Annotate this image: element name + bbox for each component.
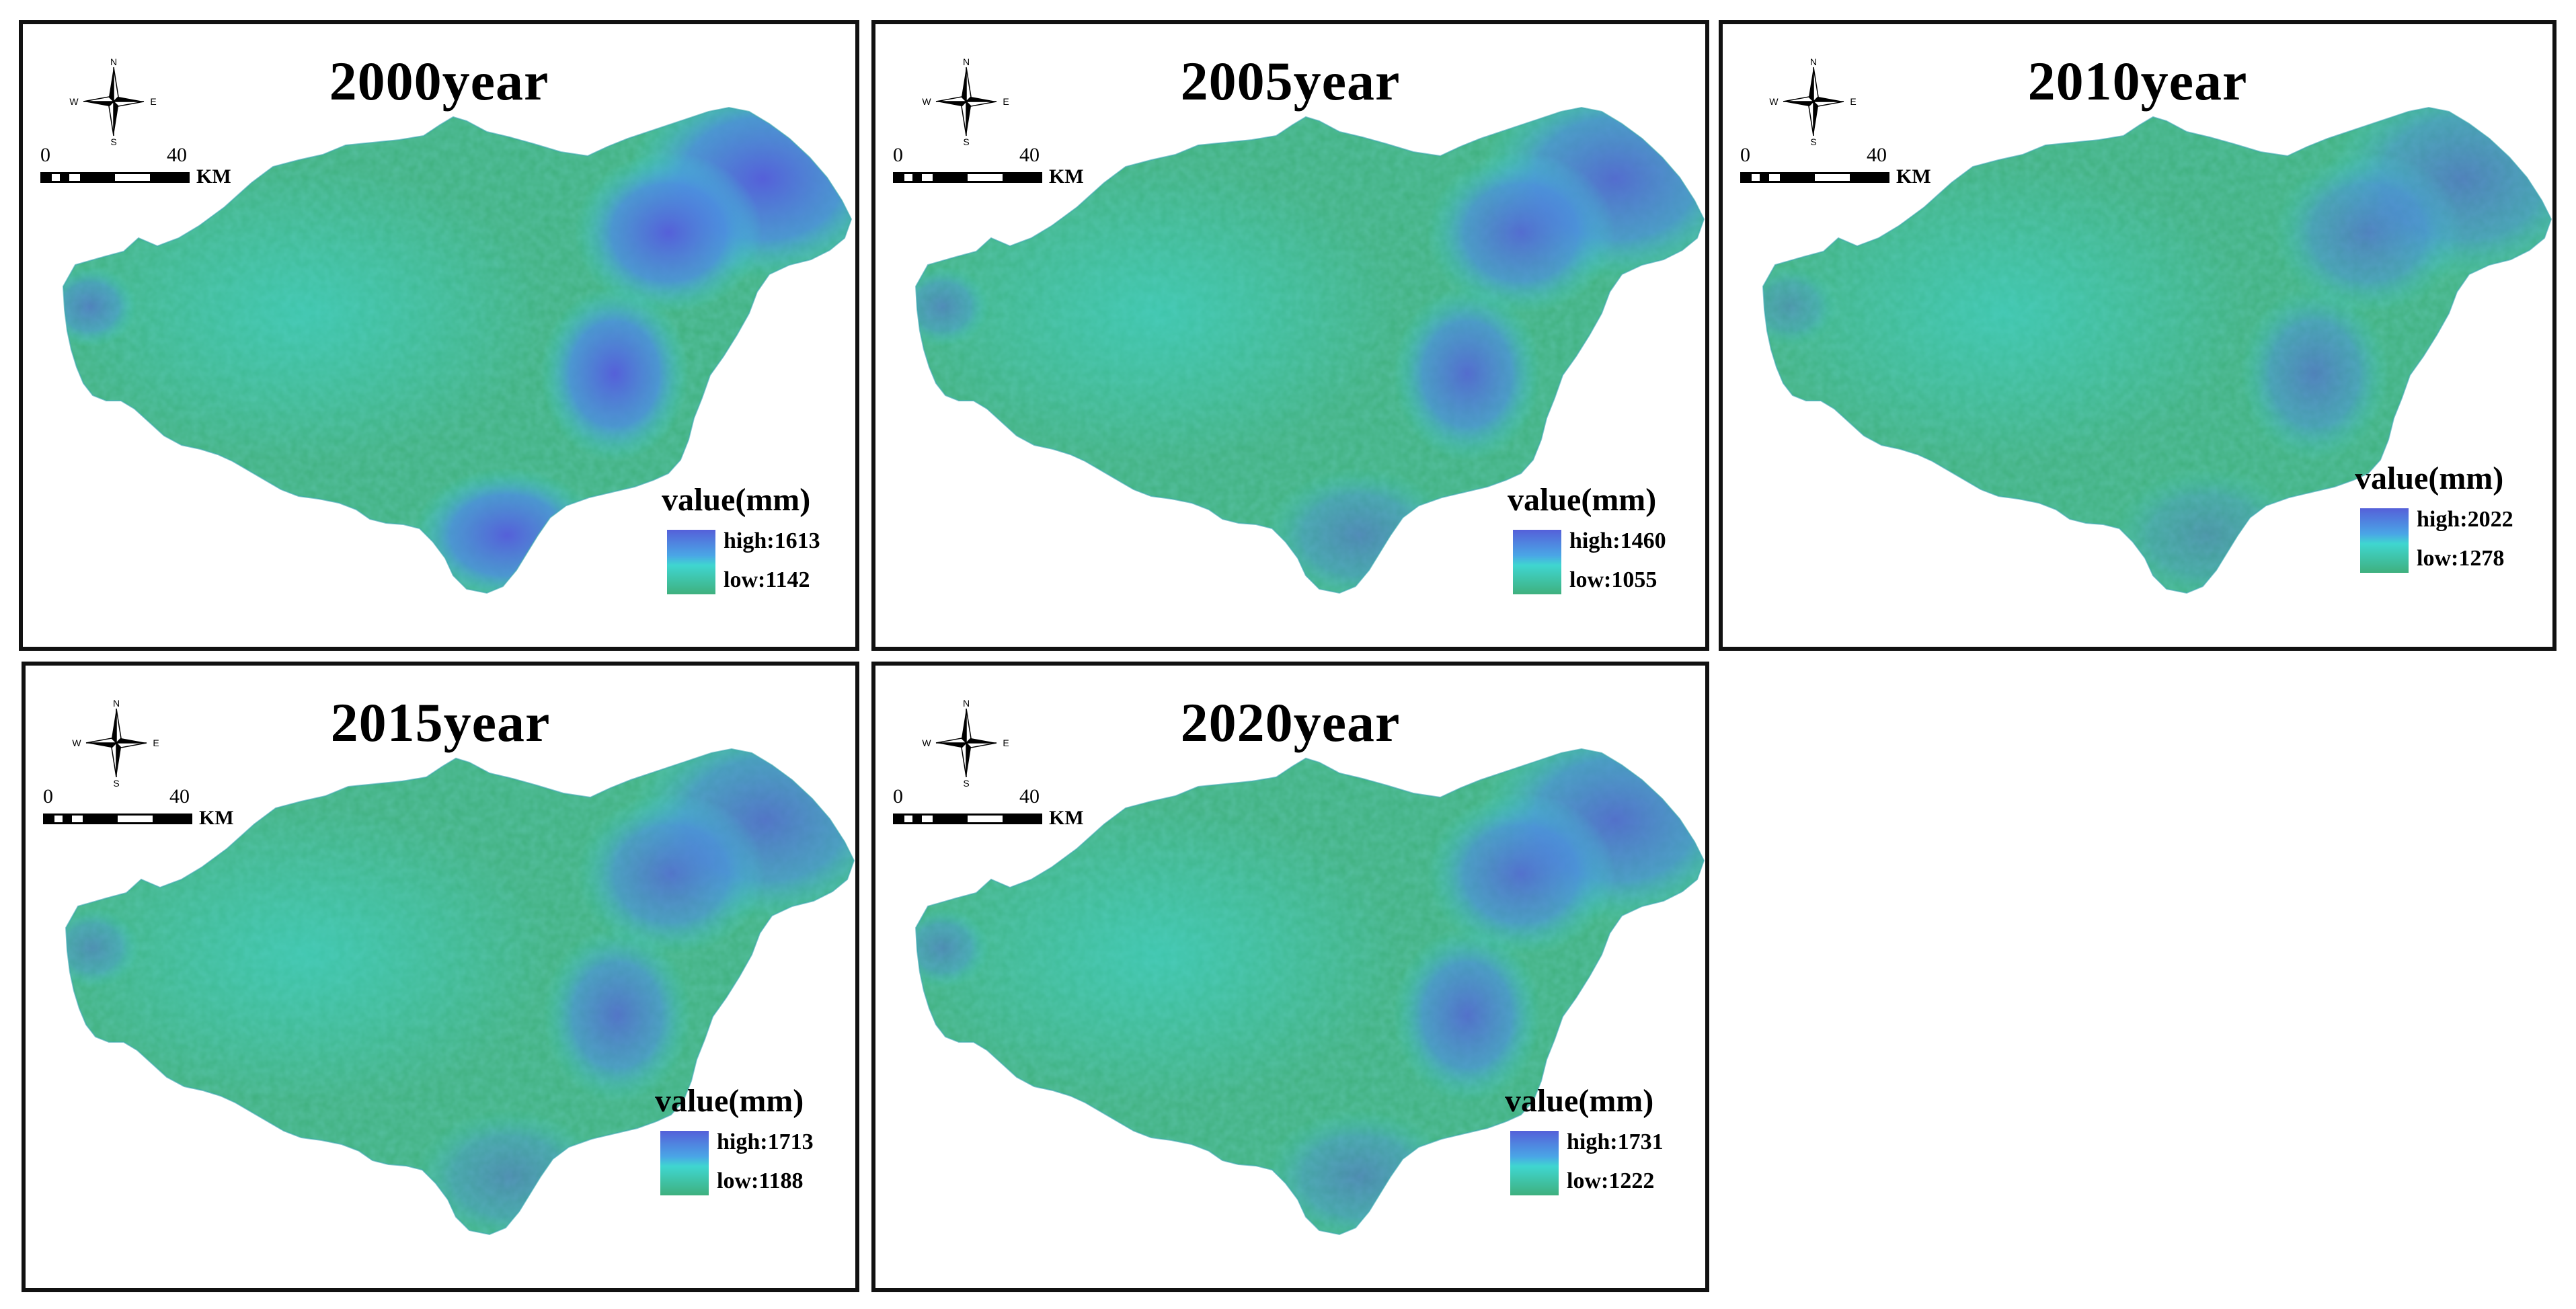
map-title: 2010year (2027, 50, 2248, 112)
legend-high-label: high:1731 (1567, 1129, 1664, 1154)
scale-bar: 0 40 KM (1738, 144, 1931, 191)
north-arrow-compass-icon: N S W E (69, 58, 156, 145)
scale-unit-label: KM (1049, 165, 1084, 188)
north-arrow-compass-icon: N S W E (1769, 58, 1856, 145)
map-panel-2020: 2020year N S W E 0 40 KM value(mm) high:… (871, 662, 1709, 1292)
scale-zero-label: 0 (43, 785, 53, 807)
legend-title: value(mm) (662, 482, 811, 518)
legend-color-ramp (660, 1131, 709, 1195)
compass-w-label: W (922, 738, 931, 748)
scale-forty-label: 40 (169, 785, 190, 807)
legend-low-label: low:1188 (717, 1168, 804, 1193)
compass-s-label: S (963, 778, 969, 787)
legend-title: value(mm) (2355, 461, 2504, 496)
precipitation-raster-map (1762, 106, 2552, 594)
scale-bar-track (43, 814, 192, 824)
compass-s-label: S (1810, 136, 1816, 145)
legend-low-label: low:1142 (724, 567, 810, 592)
scale-zero-label: 0 (1740, 144, 1750, 166)
compass-n-label: N (963, 699, 970, 709)
value-legend: value(mm) high:1731 low:1222 (1505, 1082, 1705, 1203)
map-panel-2005: 2005year N S W E 0 40 KM value(mm) high:… (871, 20, 1709, 651)
value-legend: value(mm) high:1713 low:1188 (655, 1082, 855, 1203)
map-panel-2010: 2010year N S W E 0 40 KM value(mm) high:… (1719, 20, 2557, 651)
legend-high-label: high:1713 (717, 1129, 814, 1154)
legend-low-label: low:1222 (1567, 1168, 1655, 1193)
precipitation-raster-map (65, 748, 855, 1236)
compass-n-label: N (963, 58, 970, 67)
precipitation-raster-map (62, 106, 853, 594)
legend-title: value(mm) (1505, 1083, 1654, 1119)
compass-e-label: E (150, 96, 156, 107)
compass-w-label: W (72, 738, 81, 748)
legend-title: value(mm) (1508, 482, 1657, 518)
legend-low-label: low:1055 (1569, 567, 1657, 592)
map-title: 2015year (330, 692, 551, 753)
compass-n-label: N (1810, 58, 1817, 67)
compass-e-label: E (1003, 738, 1009, 748)
north-arrow-compass-icon: N S W E (922, 699, 1009, 787)
legend-color-ramp (1513, 530, 1561, 594)
compass-e-label: E (1003, 96, 1009, 107)
compass-w-label: W (1769, 96, 1779, 107)
compass-s-label: S (110, 136, 116, 145)
scale-bar-track (1740, 172, 1889, 183)
map-panel-2015: 2015year N S W E 0 40 KM value(mm) high:… (22, 662, 859, 1292)
scale-bar: 0 40 KM (890, 785, 1084, 832)
compass-w-label: W (69, 96, 79, 107)
scale-bar-track (40, 172, 190, 183)
precipitation-raster-map (914, 106, 1705, 594)
legend-color-ramp (1510, 1131, 1559, 1195)
north-arrow-compass-icon: N S W E (72, 699, 159, 787)
compass-s-label: S (113, 778, 119, 787)
compass-w-label: W (922, 96, 931, 107)
scale-unit-label: KM (196, 165, 231, 188)
value-legend: value(mm) high:1460 low:1055 (1508, 481, 1705, 602)
legend-high-label: high:1613 (724, 528, 820, 553)
map-title: 2000year (329, 50, 549, 112)
compass-s-label: S (963, 136, 969, 145)
scale-unit-label: KM (199, 807, 234, 829)
value-legend: value(mm) high:1613 low:1142 (662, 481, 855, 602)
compass-e-label: E (153, 738, 159, 748)
legend-color-ramp (667, 530, 715, 594)
scale-zero-label: 0 (893, 144, 903, 166)
scale-forty-label: 40 (167, 144, 187, 166)
scale-unit-label: KM (1896, 165, 1931, 188)
scale-unit-label: KM (1049, 807, 1084, 829)
north-arrow-compass-icon: N S W E (922, 58, 1009, 145)
scale-zero-label: 0 (893, 785, 903, 807)
scale-forty-label: 40 (1019, 785, 1040, 807)
scale-bar-track (893, 172, 1042, 183)
map-title: 2020year (1180, 692, 1401, 753)
scale-bar: 0 40 KM (38, 144, 231, 191)
legend-high-label: high:2022 (2417, 507, 2513, 532)
scale-bar: 0 40 KM (40, 785, 234, 832)
scale-forty-label: 40 (1019, 144, 1040, 166)
scale-bar-track (893, 814, 1042, 824)
scale-forty-label: 40 (1867, 144, 1887, 166)
value-legend: value(mm) high:2022 low:1278 (2355, 460, 2552, 581)
map-title: 2005year (1180, 50, 1401, 112)
legend-color-ramp (2360, 508, 2409, 573)
precipitation-raster-map (914, 748, 1705, 1236)
map-panel-2000: 2000year N S W E 0 40 KM value(mm) high:… (19, 20, 859, 651)
legend-high-label: high:1460 (1569, 528, 1666, 553)
legend-low-label: low:1278 (2417, 546, 2505, 571)
compass-e-label: E (1850, 96, 1856, 107)
compass-n-label: N (113, 699, 120, 709)
legend-title: value(mm) (655, 1083, 804, 1119)
compass-n-label: N (110, 58, 117, 67)
scale-zero-label: 0 (40, 144, 50, 166)
scale-bar: 0 40 KM (890, 144, 1084, 191)
